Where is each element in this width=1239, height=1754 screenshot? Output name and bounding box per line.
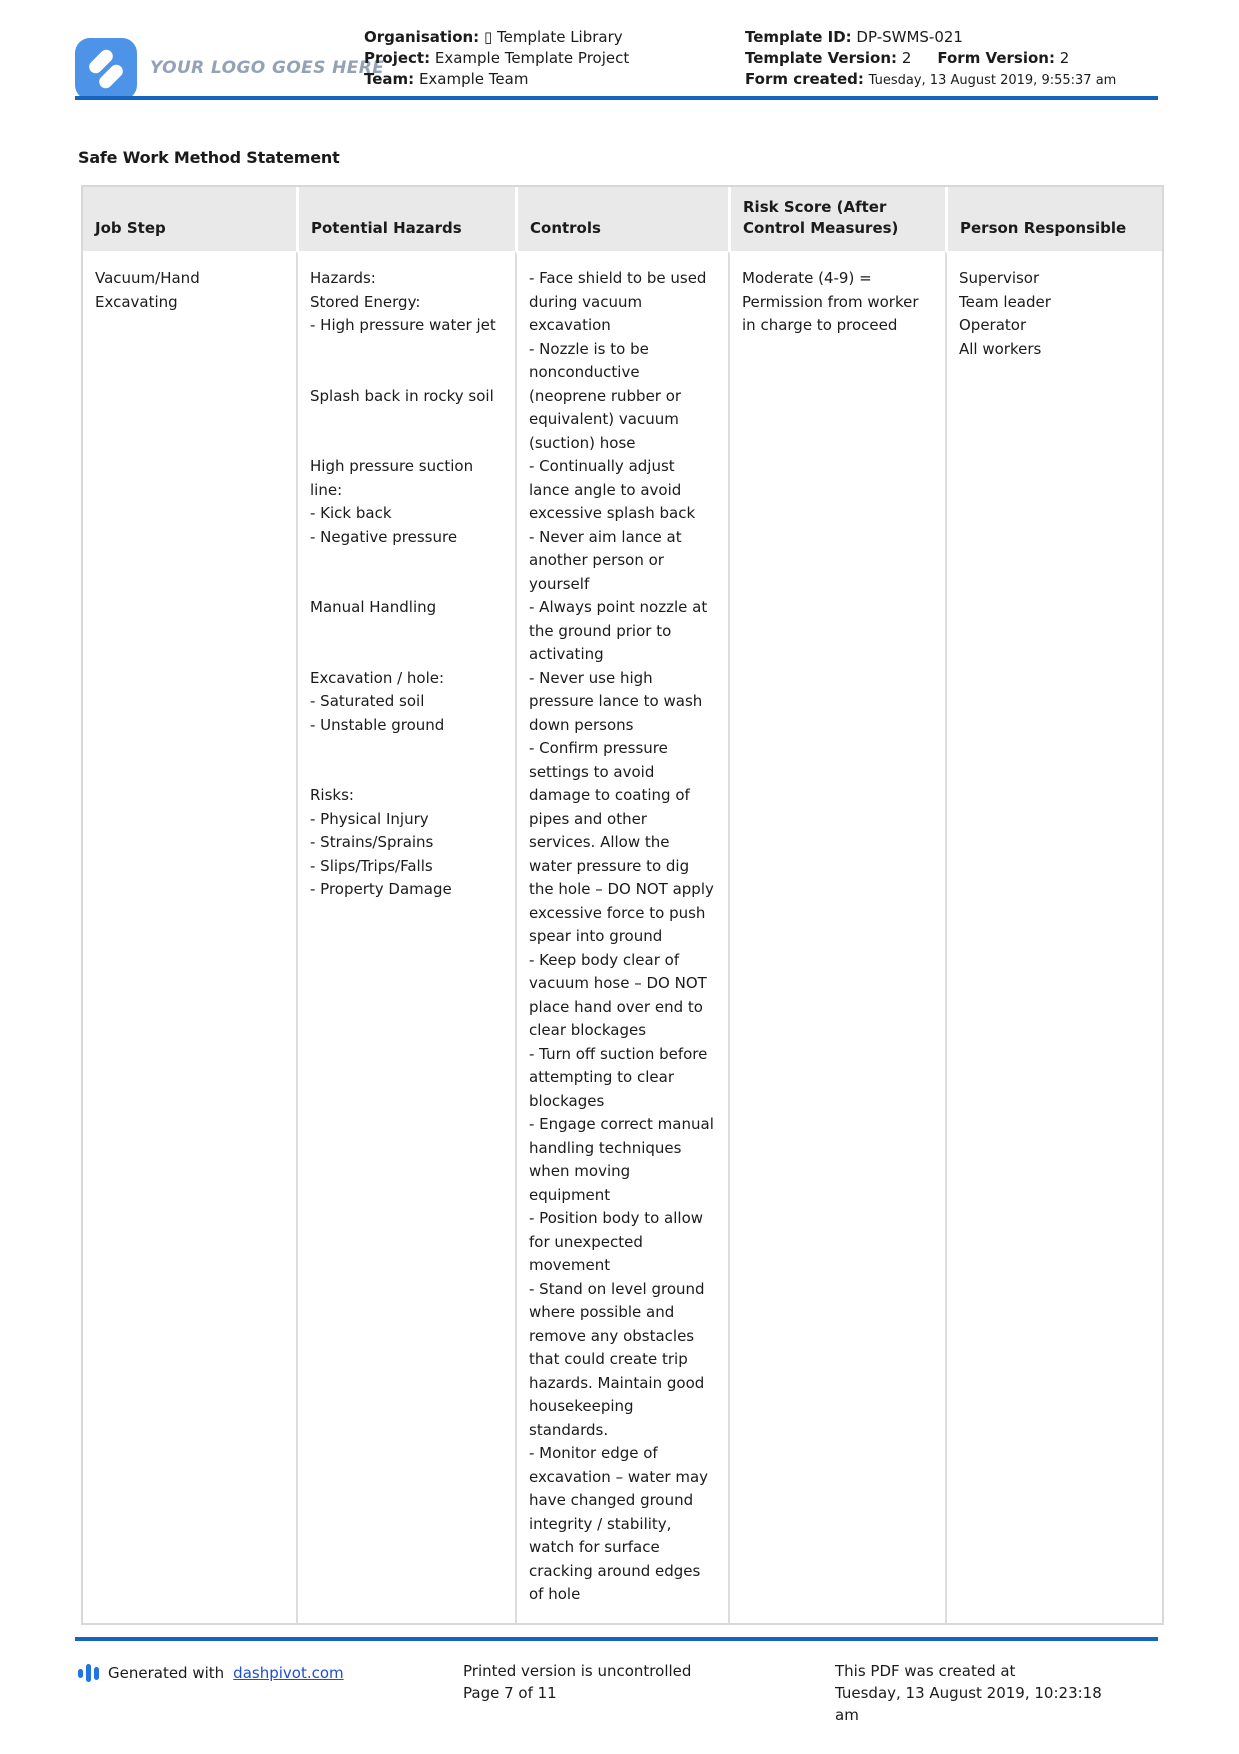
organisation-label: Organisation: (364, 28, 480, 46)
header-org-info: Organisation: ▯ Template Library Project… (364, 27, 629, 90)
template-id-value: DP-SWMS-021 (856, 28, 963, 46)
column-header-potential-hazards: Potential Hazards (296, 187, 515, 251)
footer-divider (75, 1637, 1158, 1641)
page-title: Safe Work Method Statement (78, 148, 340, 167)
column-header-risk-score: Risk Score (After Control Measures) (728, 187, 945, 251)
printed-version-text: Printed version is uncontrolled (463, 1662, 692, 1680)
organisation-value: ▯ Template Library (483, 28, 623, 46)
dashpivot-link[interactable]: dashpivot.com (233, 1664, 344, 1682)
cell-controls: - Face shield to be used during vacuum e… (515, 251, 728, 1623)
job-step-text: Vacuum/Hand Excavating (95, 269, 205, 311)
column-header-person-responsible: Person Responsible (945, 187, 1162, 251)
form-created-label: Form created: (745, 70, 864, 88)
header-divider (75, 96, 1158, 100)
team-label: Team: (364, 70, 415, 88)
footer-generated: Generated with dashpivot.com (78, 1662, 344, 1684)
form-version-label: Form Version: (937, 49, 1055, 67)
company-logo-icon (75, 38, 137, 100)
footer-created-at: This PDF was created at Tuesday, 13 Augu… (835, 1662, 1102, 1724)
cell-risk-score: Moderate (4-9) = Permission from worker … (728, 251, 945, 1623)
table-header-row: Job Step Potential Hazards Controls Risk… (83, 187, 1162, 251)
column-header-controls: Controls (515, 187, 728, 251)
team-line: Team: Example Team (364, 69, 629, 90)
generated-with-text: Generated with (108, 1664, 225, 1682)
versions-line: Template Version: 2 Form Version: 2 (745, 48, 1116, 69)
template-version-label: Template Version: (745, 49, 898, 67)
footer-print-info: Printed version is uncontrolled Page 7 o… (463, 1660, 691, 1704)
cell-job-step: Vacuum/Hand Excavating (83, 251, 296, 1623)
table-row: Vacuum/Hand Excavating Hazards: Stored E… (83, 251, 1162, 1623)
template-version-value: 2 (901, 49, 912, 67)
form-version-value: 2 (1059, 49, 1070, 67)
template-id-line: Template ID: DP-SWMS-021 (745, 27, 1116, 48)
organisation-line: Organisation: ▯ Template Library (364, 27, 629, 48)
header-template-info: Template ID: DP-SWMS-021 Template Versio… (745, 27, 1116, 91)
dashpivot-bars-icon (78, 1664, 99, 1682)
form-created-value: Tuesday, 13 August 2019, 9:55:37 am (868, 73, 1117, 88)
cell-potential-hazards: Hazards: Stored Energy: - High pressure … (296, 251, 515, 1623)
page-number-text: Page 7 of 11 (463, 1684, 557, 1702)
template-id-label: Template ID: (745, 28, 852, 46)
project-line: Project: Example Template Project (364, 48, 629, 69)
team-value: Example Team (418, 70, 529, 88)
project-value: Example Template Project (434, 49, 630, 67)
swms-table: Job Step Potential Hazards Controls Risk… (81, 185, 1164, 1625)
project-label: Project: (364, 49, 431, 67)
cell-person-responsible: Supervisor Team leader Operator All work… (945, 251, 1162, 1623)
column-header-job-step: Job Step (83, 187, 296, 251)
logo-placeholder-text: YOUR LOGO GOES HERE (150, 58, 385, 78)
form-created-line: Form created: Tuesday, 13 August 2019, 9… (745, 69, 1116, 91)
